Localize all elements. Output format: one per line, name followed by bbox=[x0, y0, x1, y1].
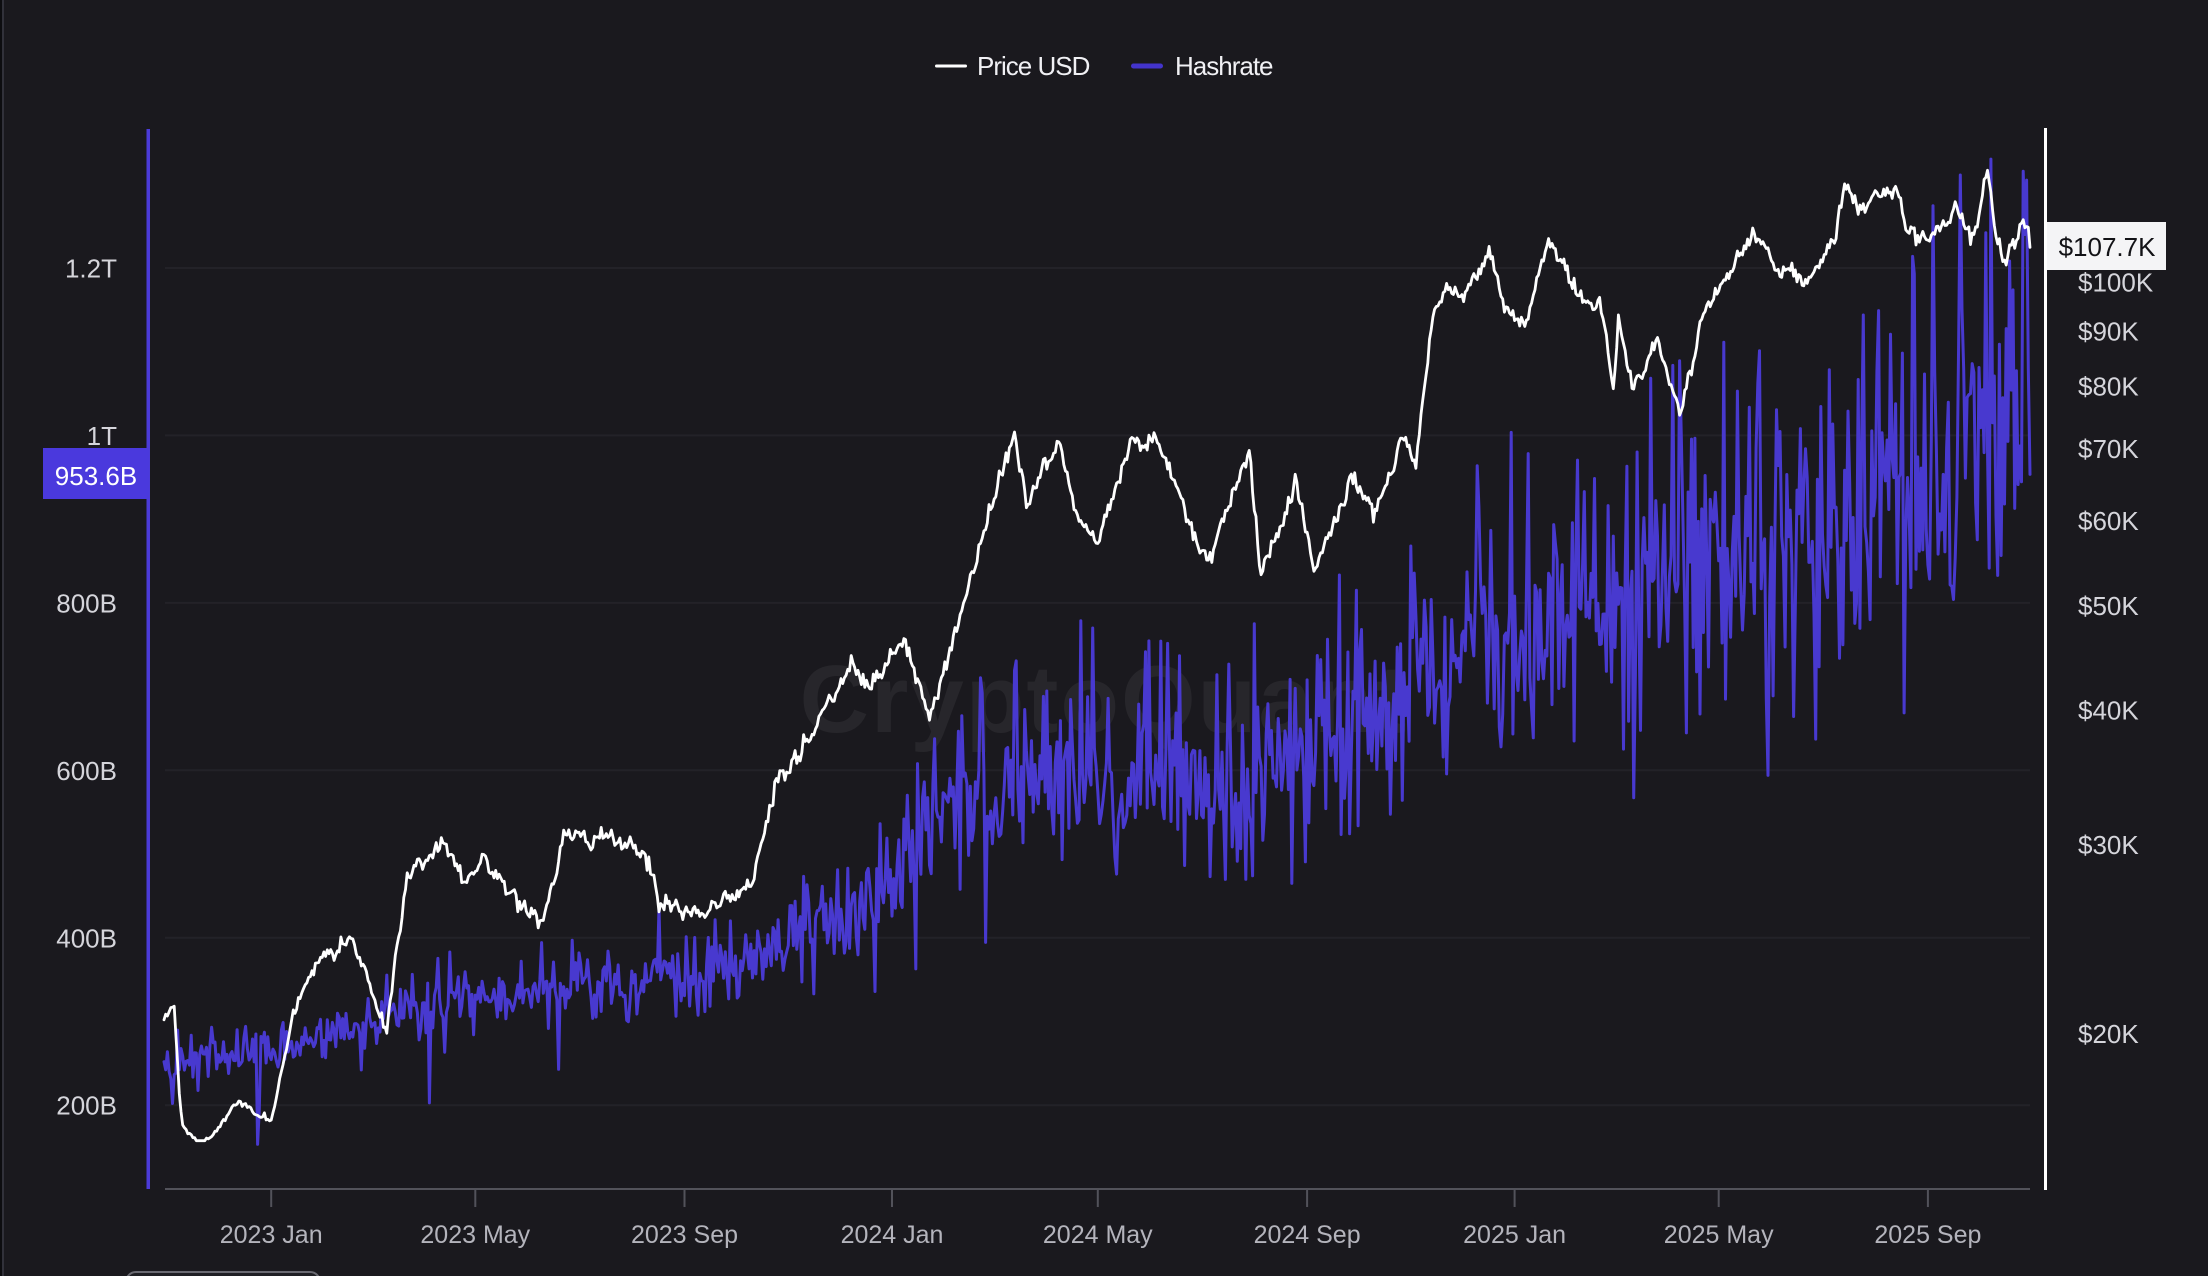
svg-text:Hashrate: Hashrate bbox=[1175, 51, 1273, 81]
svg-text:$60K: $60K bbox=[2078, 506, 2139, 536]
svg-text:1T: 1T bbox=[87, 421, 117, 451]
svg-text:400B: 400B bbox=[56, 923, 117, 953]
svg-text:953.6B: 953.6B bbox=[55, 461, 137, 491]
svg-text:600B: 600B bbox=[56, 756, 117, 786]
svg-text:$107.7K: $107.7K bbox=[2059, 232, 2157, 262]
svg-text:2024 Jan: 2024 Jan bbox=[841, 1221, 944, 1249]
svg-text:2024 Sep: 2024 Sep bbox=[1254, 1221, 1361, 1249]
svg-text:$90K: $90K bbox=[2078, 317, 2139, 347]
svg-text:2023 Sep: 2023 Sep bbox=[631, 1221, 738, 1249]
svg-text:2024 May: 2024 May bbox=[1043, 1221, 1153, 1249]
svg-text:Price USD: Price USD bbox=[977, 51, 1090, 81]
svg-text:800B: 800B bbox=[56, 588, 117, 618]
svg-text:$50K: $50K bbox=[2078, 591, 2139, 621]
svg-text:$20K: $20K bbox=[2078, 1019, 2139, 1049]
svg-text:$70K: $70K bbox=[2078, 434, 2139, 464]
svg-text:$100K: $100K bbox=[2078, 268, 2154, 298]
svg-text:$80K: $80K bbox=[2078, 372, 2139, 402]
svg-text:2025 Sep: 2025 Sep bbox=[1874, 1221, 1981, 1249]
svg-text:2025 May: 2025 May bbox=[1664, 1221, 1774, 1249]
svg-text:2023 Jan: 2023 Jan bbox=[220, 1221, 323, 1249]
svg-text:1.2T: 1.2T bbox=[65, 254, 117, 284]
svg-text:200B: 200B bbox=[56, 1091, 117, 1121]
svg-text:$40K: $40K bbox=[2078, 695, 2139, 725]
svg-text:2025 Jan: 2025 Jan bbox=[1463, 1221, 1566, 1249]
svg-text:2023 May: 2023 May bbox=[420, 1221, 530, 1249]
svg-text:$30K: $30K bbox=[2078, 830, 2139, 860]
